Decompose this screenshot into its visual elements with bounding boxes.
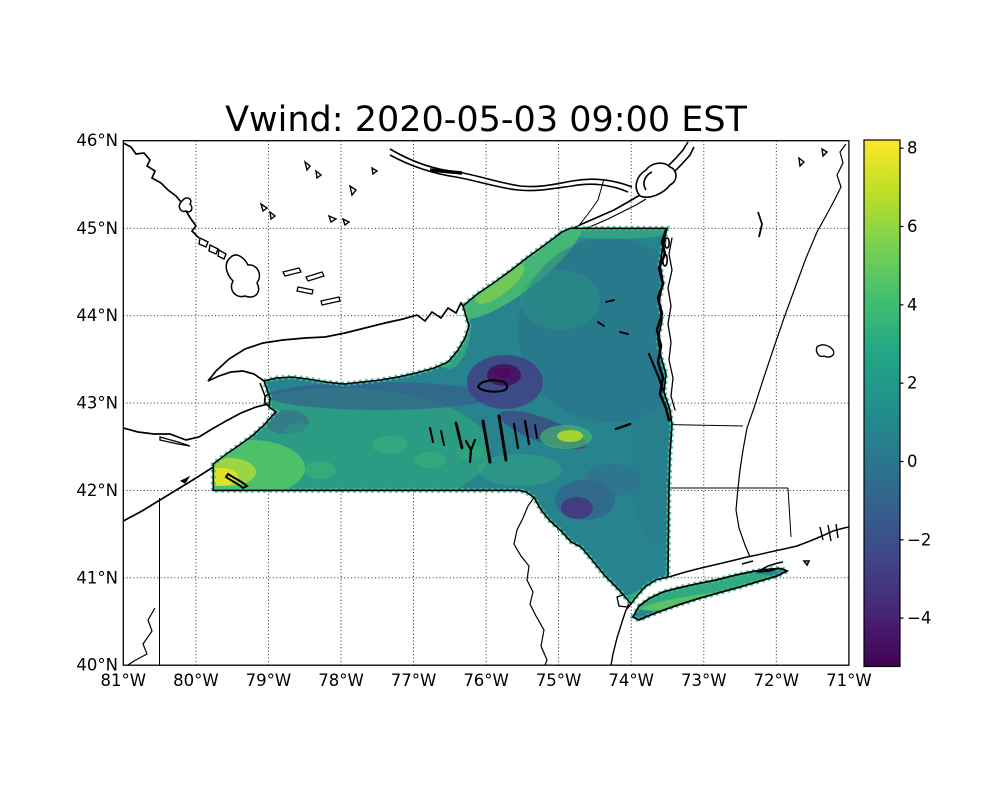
lake-simcoe: [225, 254, 261, 298]
colorbar-tick-label: −2: [907, 530, 931, 549]
colorbar: 8 6 4 2 0 −2 −4: [863, 139, 931, 668]
colorbar-tick-label: 8: [907, 139, 918, 158]
long-island-north-fork: [756, 561, 784, 573]
colorbar-tick-label: 2: [907, 374, 918, 393]
y-tick-label: 44°N: [76, 306, 118, 325]
long-point: [159, 436, 191, 447]
background-coastlines: [123, 141, 849, 666]
ottawa-river-widening: [429, 168, 463, 175]
montreal-islands: [635, 162, 677, 198]
x-tick-label: 80°W: [173, 671, 219, 690]
colorbar-tick-label: 6: [907, 217, 918, 236]
kawartha-lakes: [282, 267, 341, 306]
ottawa-river: [389, 148, 633, 193]
y-tick-label: 45°N: [76, 219, 118, 238]
colorbar-tick-label: −4: [907, 609, 931, 628]
x-axis-tick-labels: 81°W 80°W 79°W 78°W 77°W 76°W 75°W 74°W …: [101, 671, 872, 690]
x-tick-label: 73°W: [681, 671, 727, 690]
plot-title: Vwind: 2020-05-03 09:00 EST: [225, 100, 747, 140]
champlain-island: [663, 237, 670, 249]
lake-erie-outline: [123, 403, 269, 441]
great-sacandaga-lake: [614, 422, 632, 431]
adirondack-lakes: [597, 299, 629, 335]
lake-ontario-outline: [207, 301, 464, 382]
massachusetts-connecticut-border: [669, 487, 792, 538]
muskoka-lakes: [198, 236, 227, 260]
oneida-lake-outline: [476, 379, 509, 393]
y-tick-label: 41°N: [76, 568, 118, 587]
narragansett-bay: [819, 523, 839, 542]
x-tick-label: 74°W: [608, 671, 654, 690]
presque-isle: [179, 475, 191, 484]
colorbar-gradient: [864, 140, 900, 667]
fishers-island: [741, 560, 754, 565]
x-tick-label: 72°W: [754, 671, 800, 690]
y-axis-tick-labels: 46°N 45°N 44°N 43°N 42°N 41°N 40°N: [76, 131, 118, 675]
massachusetts-vermont-border: [671, 424, 744, 427]
ohio-river: [127, 607, 156, 666]
champlain-island: [661, 253, 668, 267]
finger-lakes: [429, 414, 538, 464]
lake-champlain: [655, 228, 671, 422]
x-tick-label: 76°W: [463, 671, 509, 690]
data-field-edges: [210, 225, 794, 623]
y-tick-label: 43°N: [76, 394, 118, 413]
lake-champlain-east-shore: [667, 237, 676, 411]
st-lawrence-northeast: [667, 141, 695, 173]
colorbar-tick-labels: 8 6 4 2 0 −2 −4: [907, 139, 931, 628]
colorbar-tick-label: 0: [907, 452, 918, 471]
georgian-bay-coast: [123, 142, 200, 239]
lake-erie-south-shore: [123, 466, 214, 522]
delaware-river-nj-border: [513, 497, 548, 666]
x-tick-label: 75°W: [536, 671, 582, 690]
lake-memphremagog: [757, 211, 763, 238]
x-tick-label: 78°W: [318, 671, 364, 690]
colorbar-ticks: [900, 147, 904, 619]
lake-winnipesaukee: [815, 344, 835, 358]
colorbar-outline: [863, 139, 901, 668]
plot-frame: [122, 140, 850, 666]
y-tick-label: 46°N: [76, 131, 118, 150]
chautauqua-lake: [224, 472, 249, 490]
x-tick-label: 71°W: [826, 671, 872, 690]
canada-small-lakes: [259, 160, 379, 227]
lake-george: [647, 352, 665, 392]
interior-lakes: [224, 228, 676, 490]
connecticut-river: [735, 143, 847, 558]
y-tick-label: 40°N: [76, 656, 118, 675]
y-tick-label: 42°N: [76, 481, 118, 500]
x-tick-label: 81°W: [101, 671, 147, 690]
ontario-quebec-border: [576, 178, 605, 229]
x-tick-label: 77°W: [391, 671, 437, 690]
ny-state-border: [212, 227, 673, 606]
x-tick-label: 79°W: [246, 671, 292, 690]
vt-small-lakes: [798, 147, 829, 168]
new-jersey-coast: [610, 603, 632, 666]
long-island-outline: [631, 567, 790, 621]
block-island: [802, 560, 811, 567]
colorbar-tick-label: 4: [907, 295, 918, 314]
island-loop: [178, 197, 193, 213]
